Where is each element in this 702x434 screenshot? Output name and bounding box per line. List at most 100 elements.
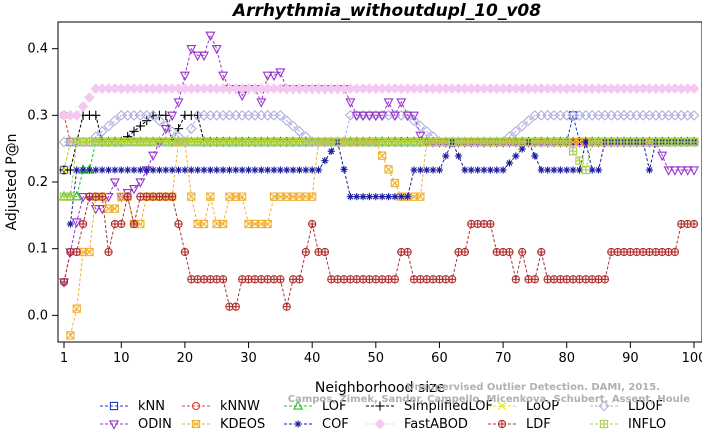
data-point-odin <box>682 166 693 176</box>
data-point-cof <box>359 193 367 201</box>
legend-marker-odin <box>108 420 120 430</box>
legend-marker-knnw <box>191 401 201 411</box>
legend-label-knnw: kNNW <box>220 399 260 414</box>
data-point-simplifiedlof <box>161 110 171 120</box>
data-point-cof <box>302 166 310 174</box>
data-point-cof <box>645 166 654 174</box>
data-point-cof <box>124 166 132 174</box>
data-point-cof <box>238 166 246 174</box>
data-point-odin <box>345 98 356 108</box>
data-point-cof <box>168 166 176 174</box>
data-point-simplifiedlof <box>193 110 203 120</box>
data-point-odin <box>370 111 381 122</box>
legend-label-fastabod: FastABOD <box>404 417 468 432</box>
x-tick-label: 20 <box>177 351 194 366</box>
data-point-odin <box>128 185 140 195</box>
data-point-ldf <box>98 192 107 201</box>
data-point-ldof <box>96 125 108 137</box>
data-point-cof <box>66 220 74 228</box>
data-point-kdeos <box>206 192 215 201</box>
x-tick-label: 90 <box>622 351 639 366</box>
data-point-ldf <box>295 275 304 284</box>
data-point-cof <box>308 166 316 174</box>
legend-marker-simplifiedlof <box>375 401 385 411</box>
data-point-fastabod <box>77 101 89 112</box>
x-tick-label: 40 <box>304 351 321 366</box>
data-point-cof <box>257 166 265 174</box>
data-point-cof <box>264 166 272 174</box>
data-point-ldf <box>537 247 546 257</box>
data-point-simplifiedlof <box>135 121 145 131</box>
x-axis: 1 10 20 30 40 50 60 70 80 90 100 <box>60 342 702 366</box>
data-point-ldf <box>59 277 69 287</box>
legend-marker-ldf <box>497 419 507 429</box>
data-point-ldf <box>129 219 139 229</box>
data-point-odin <box>205 31 216 42</box>
data-point-kdeos <box>66 331 75 340</box>
data-point-cof <box>384 193 393 201</box>
legend-marker-lof <box>292 400 304 410</box>
data-point-cof <box>461 166 469 174</box>
data-point-odin <box>90 205 101 215</box>
data-point-cof <box>200 166 208 174</box>
data-point-odin <box>676 166 687 176</box>
data-point-cof <box>187 166 195 174</box>
data-point-odin <box>179 71 190 82</box>
legend-item-loop: LoOP <box>488 399 559 414</box>
data-point-fastabod <box>71 109 83 121</box>
data-point-cof <box>149 166 157 174</box>
data-point-ldf <box>530 275 540 284</box>
data-point-ldf <box>689 219 699 229</box>
data-point-ldof <box>160 120 172 132</box>
series-inflo <box>59 137 699 201</box>
data-point-ldf <box>511 275 520 284</box>
data-point-ldof <box>516 120 528 132</box>
data-point-inflo <box>689 137 699 147</box>
legend-label-ldf: LDF <box>526 417 551 432</box>
data-point-odin <box>71 218 82 228</box>
legend-label-odin: ODIN <box>138 417 172 432</box>
data-point-cof <box>314 166 323 174</box>
y-tick-label: 0.1 <box>27 242 48 257</box>
data-point-ldf <box>320 247 330 257</box>
data-point-odin <box>198 51 210 62</box>
legend-item-ldf: LDF <box>488 417 551 432</box>
watermark-line-2: Campos, Zimek, Sander, Campello, Micenko… <box>288 394 690 405</box>
data-point-cof <box>493 166 501 174</box>
data-point-cof <box>79 166 87 174</box>
data-point-ldof <box>281 115 293 127</box>
data-point-cof <box>563 166 571 174</box>
data-point-odin <box>109 178 120 188</box>
chart-title: Arrhythmia_withoutdupl_10_v08 <box>231 1 541 21</box>
series-line-cof <box>69 140 694 225</box>
data-point-cof <box>206 166 214 174</box>
x-axis-label: Neighborhood size <box>315 380 445 396</box>
data-point-inflo <box>581 165 590 175</box>
data-point-cof <box>155 166 164 174</box>
data-point-odin <box>167 111 178 122</box>
data-point-cof <box>391 193 399 201</box>
data-point-cof <box>518 145 526 153</box>
y-tick-label: 0.4 <box>27 42 48 57</box>
y-axis: 0.0 0.1 0.2 0.3 0.4 <box>27 42 59 323</box>
data-point-odin <box>186 45 197 55</box>
data-point-ldf <box>600 275 610 284</box>
data-point-ldof <box>421 125 433 137</box>
data-point-cof <box>537 166 545 174</box>
series-line-ldof <box>64 114 694 143</box>
data-point-ldf <box>308 219 317 229</box>
data-point-cof <box>544 166 552 174</box>
legend-label-knn: kNN <box>138 399 165 414</box>
data-point-odin <box>669 166 680 176</box>
data-point-odin <box>268 71 280 82</box>
legend-marker-loop <box>498 402 506 410</box>
data-point-odin <box>408 111 420 122</box>
data-point-odin <box>364 111 375 122</box>
data-point-odin <box>256 98 267 108</box>
data-point-cof <box>251 166 259 174</box>
data-point-ldof <box>287 120 299 132</box>
data-point-cof <box>92 166 100 174</box>
data-point-fastabod <box>84 92 95 103</box>
data-point-kdeos <box>187 192 196 201</box>
